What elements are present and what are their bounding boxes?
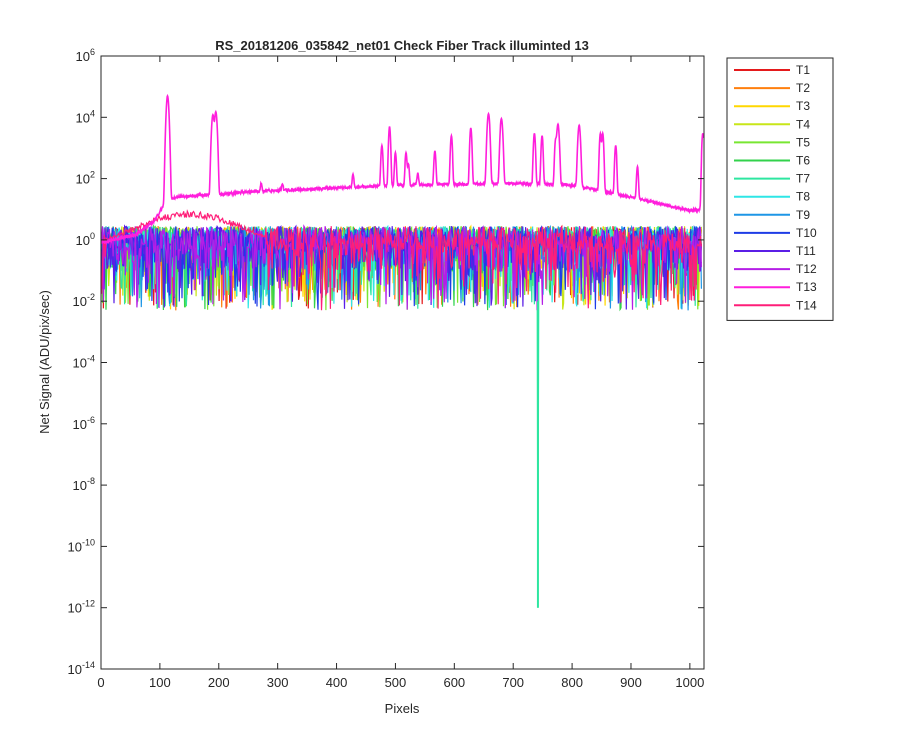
- x-tick-label: 500: [385, 675, 407, 690]
- x-tick-label: 200: [208, 675, 230, 690]
- y-tick-exponent: -6: [87, 415, 95, 425]
- legend-label-t11: T11: [796, 244, 816, 258]
- y-tick-exponent: -10: [82, 537, 95, 547]
- y-tick-exponent: -12: [82, 599, 95, 609]
- axes: 0 100 200 300 400 500 600 700 800 900 100010610410…: [68, 47, 705, 690]
- legend-label-t4: T4: [796, 117, 810, 131]
- legend-label-t14: T14: [796, 298, 817, 312]
- x-tick-label: 600: [443, 675, 465, 690]
- x-tick-label: 800: [561, 675, 583, 690]
- chart-title: RS_20181206_035842_net01 Check Fiber Tra…: [215, 38, 589, 53]
- y-tick-exponent: -8: [87, 476, 95, 486]
- y-tick-exponent: -2: [87, 292, 95, 302]
- legend-label-t10: T10: [796, 226, 817, 240]
- y-tick-base: 10: [76, 172, 90, 187]
- y-tick-label: 102: [76, 170, 95, 187]
- y-tick-base: 10: [73, 294, 87, 309]
- y-tick-base: 10: [76, 49, 90, 64]
- y-tick-exponent: 4: [90, 108, 95, 118]
- legend-label-t1: T1: [796, 63, 810, 77]
- legend-box: [726, 57, 834, 321]
- y-tick-label: 10-2: [73, 292, 95, 309]
- x-tick-label: 0: [97, 675, 104, 690]
- y-tick-base: 10: [73, 417, 87, 432]
- legend-label-t8: T8: [796, 190, 810, 204]
- y-tick-label: 104: [76, 108, 95, 125]
- legend-label-t6: T6: [796, 154, 810, 168]
- y-tick-label: 10-12: [68, 599, 95, 616]
- x-tick-label: 1000: [675, 675, 704, 690]
- legend-label-t13: T13: [796, 280, 817, 294]
- y-tick-label: 10-8: [73, 476, 95, 493]
- legend-label-t12: T12: [796, 262, 817, 276]
- x-tick-label: 300: [267, 675, 289, 690]
- legend-label-t3: T3: [796, 99, 810, 113]
- legend-label-t5: T5: [796, 135, 810, 149]
- y-axis-label: Net Signal (ADU/pix/sec): [37, 290, 52, 434]
- legend: T1 T2 T3 T4 T5 T6 T7 T8 T9 T10 T11 T12 T13 T14: [726, 57, 834, 321]
- y-tick-label: 106: [76, 47, 95, 64]
- y-tick-base: 10: [68, 601, 82, 616]
- y-tick-exponent: 0: [90, 231, 95, 241]
- y-tick-base: 10: [73, 356, 87, 371]
- x-tick-label: 100: [149, 675, 171, 690]
- series-line-t14: [101, 209, 702, 311]
- series-line-t11: [101, 224, 702, 310]
- y-tick-exponent: 6: [90, 47, 95, 57]
- y-tick-exponent: 2: [90, 170, 95, 180]
- series-line-t13: [101, 93, 704, 246]
- plot-background: [101, 56, 704, 669]
- x-tick-label: 400: [326, 675, 348, 690]
- y-tick-label: 10-14: [68, 660, 95, 677]
- y-tick-base: 10: [76, 110, 90, 125]
- y-tick-base: 10: [76, 233, 90, 248]
- x-axis-label: Pixels: [385, 701, 420, 716]
- x-tick-label: 900: [620, 675, 642, 690]
- y-tick-base: 10: [68, 539, 82, 554]
- legend-label-t2: T2: [796, 81, 810, 95]
- y-tick-label: 100: [76, 231, 95, 248]
- series-lines: [101, 93, 704, 608]
- y-tick-label: 10-4: [73, 354, 95, 371]
- y-tick-exponent: -14: [82, 660, 95, 670]
- legend-label-t9: T9: [796, 208, 810, 222]
- y-tick-base: 10: [68, 662, 82, 677]
- y-tick-exponent: -4: [87, 354, 95, 364]
- x-tick-label: 700: [502, 675, 524, 690]
- y-tick-label: 10-10: [68, 537, 95, 554]
- plot-area: [101, 56, 704, 669]
- legend-label-t7: T7: [796, 172, 810, 186]
- y-tick-label: 10-6: [73, 415, 95, 432]
- y-tick-base: 10: [73, 478, 87, 493]
